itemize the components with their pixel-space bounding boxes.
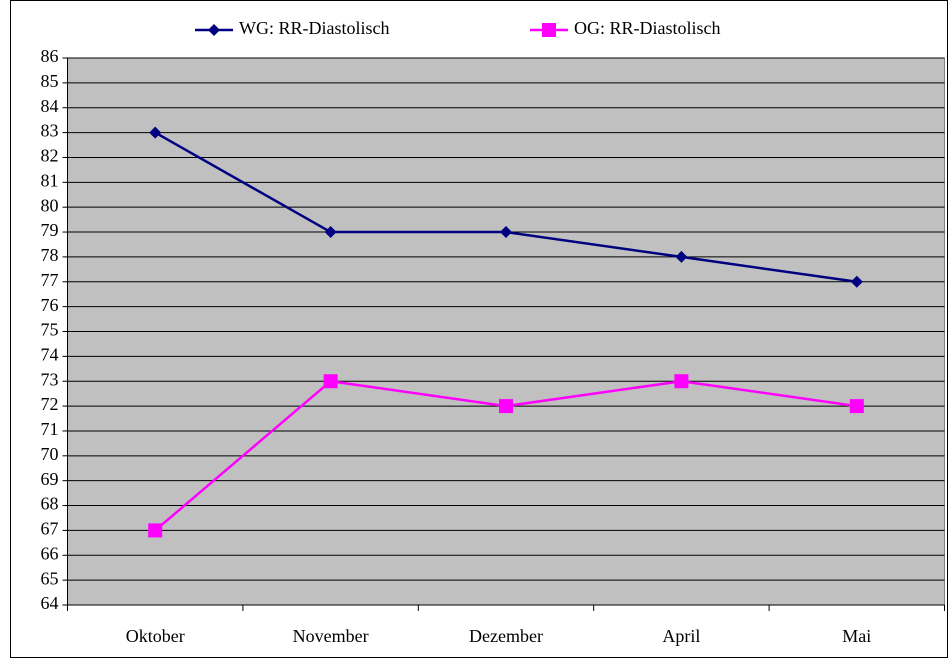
data-point	[850, 275, 863, 288]
y-tick-label: 68	[41, 494, 59, 514]
data-point	[323, 374, 338, 389]
x-tick-label: Dezember	[469, 626, 543, 646]
data-point	[674, 374, 689, 389]
legend-label: OG: RR-Diastolisch	[574, 18, 721, 38]
legend-label: WG: RR-Diastolisch	[239, 18, 390, 38]
y-tick-label: 85	[41, 71, 59, 91]
y-tick-label: 72	[41, 394, 59, 414]
data-point	[675, 250, 688, 263]
data-point	[499, 399, 513, 414]
legend-marker	[542, 23, 556, 37]
y-tick-label: 79	[41, 220, 59, 240]
y-tick-label: 84	[41, 96, 59, 116]
y-tick-label: 75	[41, 320, 59, 340]
x-tick-label: Oktober	[126, 626, 185, 646]
y-tick-label: 69	[41, 469, 59, 489]
y-tick-label: 81	[41, 170, 59, 190]
y-tick-label: 64	[41, 593, 59, 613]
y-tick-label: 82	[41, 146, 59, 166]
y-tick-label: 66	[41, 543, 59, 563]
x-tick-label: April	[662, 626, 700, 646]
x-tick-label: Mai	[842, 626, 871, 646]
y-tick-label: 74	[41, 344, 59, 364]
y-tick-label: 70	[41, 444, 59, 464]
data-point	[324, 226, 337, 239]
y-tick-label: 77	[41, 270, 59, 290]
y-tick-label: 73	[41, 369, 59, 389]
legend-marker	[208, 24, 220, 36]
data-point	[849, 399, 864, 414]
y-tick-label: 67	[41, 519, 59, 539]
data-point	[148, 523, 163, 538]
x-tick-label: November	[293, 626, 369, 646]
y-tick-label: 65	[41, 568, 59, 588]
data-point	[500, 226, 512, 239]
data-point	[149, 126, 162, 139]
y-tick-label: 86	[41, 46, 59, 66]
y-tick-label: 71	[41, 419, 59, 439]
y-tick-label: 80	[41, 195, 59, 215]
y-tick-label: 78	[41, 245, 59, 265]
y-tick-label: 76	[41, 295, 59, 315]
y-tick-label: 83	[41, 121, 59, 141]
